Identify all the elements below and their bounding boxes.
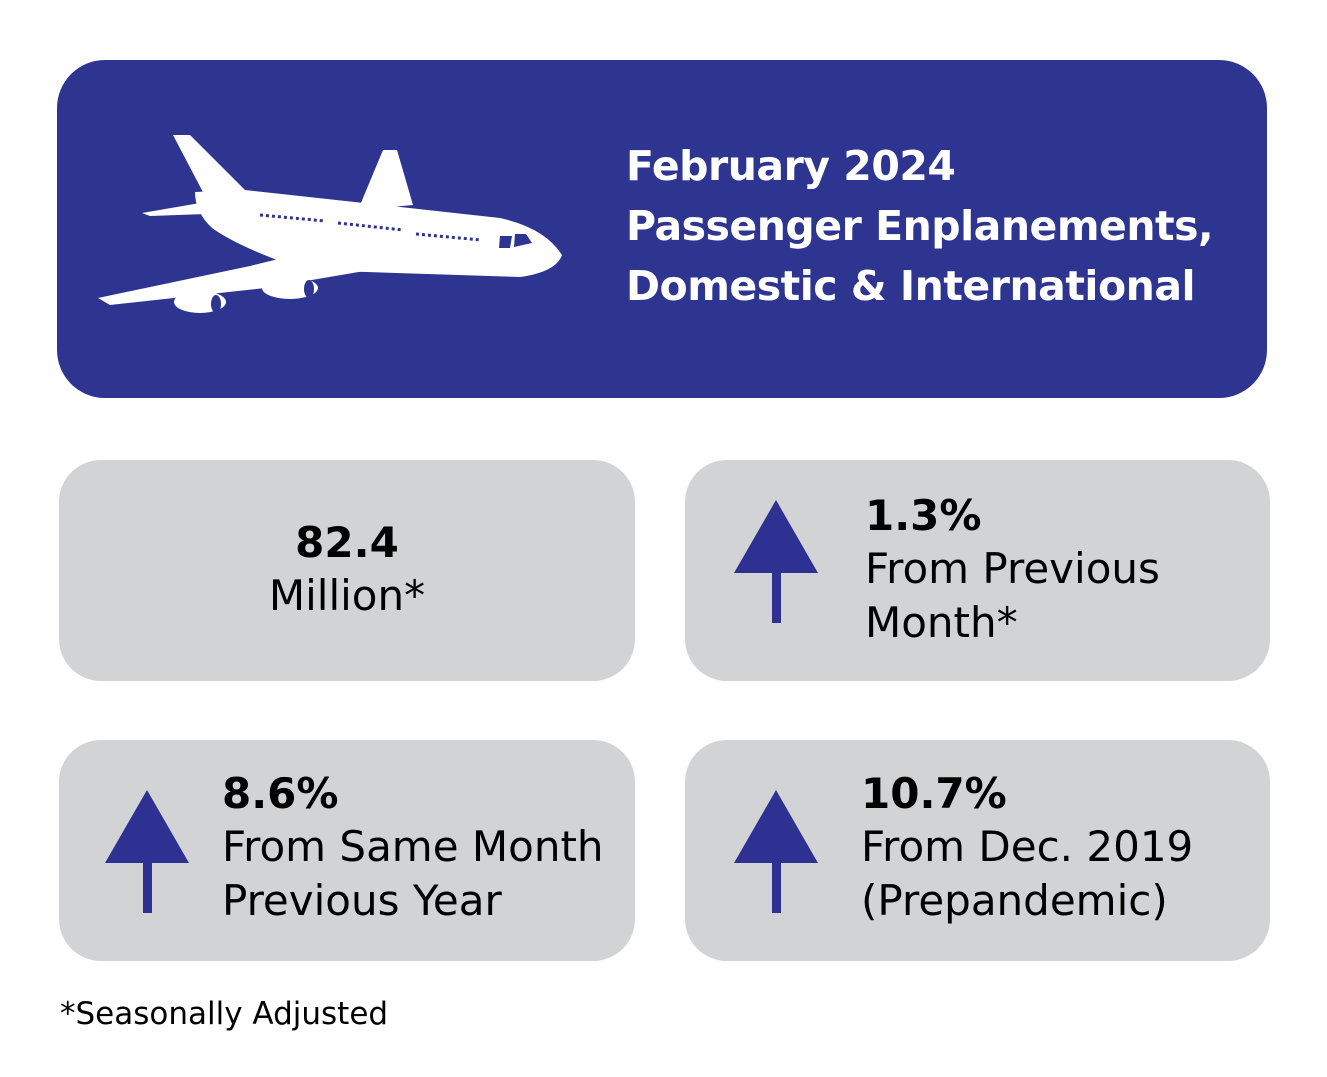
stat-card-total: 82.4 Million* bbox=[59, 460, 635, 681]
stat-label: From Dec. 2019 bbox=[861, 822, 1194, 871]
arrow-up-icon bbox=[105, 790, 189, 913]
stat-card-previous-year: 8.6% From Same Month Previous Year bbox=[59, 740, 635, 961]
stat-label: From Previous bbox=[865, 544, 1160, 593]
stat-card-prepandemic: 10.7% From Dec. 2019 (Prepandemic) bbox=[685, 740, 1270, 961]
title-line: Domestic & International bbox=[626, 262, 1196, 310]
page-title: February 2024 Passenger Enplanements, Do… bbox=[626, 136, 1214, 316]
title-line: February 2024 bbox=[626, 142, 956, 190]
title-line: Passenger Enplanements, bbox=[626, 202, 1214, 250]
stat-value: 10.7% bbox=[861, 769, 1007, 818]
stat-value: 1.3% bbox=[865, 491, 982, 540]
airplane-icon bbox=[98, 135, 562, 313]
stat-value: 8.6% bbox=[222, 769, 339, 818]
stat-label: Previous Year bbox=[222, 876, 502, 925]
stat-label: Month* bbox=[865, 598, 1018, 647]
stat-label: From Same Month bbox=[222, 822, 604, 871]
footnote: *Seasonally Adjusted bbox=[60, 996, 389, 1032]
stat-label: (Prepandemic) bbox=[861, 876, 1168, 925]
stat-card-previous-month: 1.3% From Previous Month* bbox=[685, 460, 1270, 681]
stat-value: 82.4 bbox=[295, 518, 399, 567]
arrow-up-icon bbox=[734, 790, 818, 913]
header-banner: February 2024 Passenger Enplanements, Do… bbox=[57, 60, 1267, 398]
arrow-up-icon bbox=[734, 500, 818, 623]
stat-label: Million* bbox=[268, 571, 426, 620]
